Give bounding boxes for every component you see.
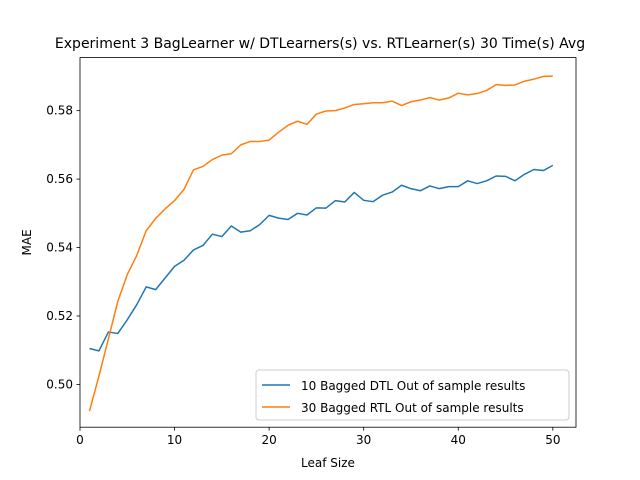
legend-box [255,369,570,421]
x-tick-label: 30 [356,433,371,447]
plot-frame [79,57,577,428]
x-tick-label: 20 [261,433,276,447]
axis-ticks: 0 10 20 30 40 50 0.50 0.52 0.54 0.56 0.58 [46,104,560,448]
legend-label-dtl: 10 Bagged DTL Out of sample results [301,379,525,393]
legend-label-rtl: 30 Bagged RTL Out of sample results [301,401,524,415]
y-tick-label: 0.50 [46,377,73,391]
y-tick-label: 0.54 [46,241,73,255]
y-axis-label: MAE [20,229,34,255]
x-axis-label: Leaf Size [301,456,355,470]
series-line-1 [88,75,553,412]
plot-area [88,75,554,412]
x-tick-label: 40 [451,433,466,447]
series-line-0 [89,164,554,352]
y-tick-label: 0.52 [46,309,73,323]
chart-title: Experiment 3 BagLearner w/ DTLearners(s)… [55,36,585,52]
x-tick-label: 0 [76,433,84,447]
x-tick-label: 50 [545,433,560,447]
y-tick-label: 0.58 [46,104,73,118]
legend: 10 Bagged DTL Out of sample results 30 B… [255,369,570,421]
x-tick-label: 10 [167,433,182,447]
y-tick-label: 0.56 [46,172,73,186]
